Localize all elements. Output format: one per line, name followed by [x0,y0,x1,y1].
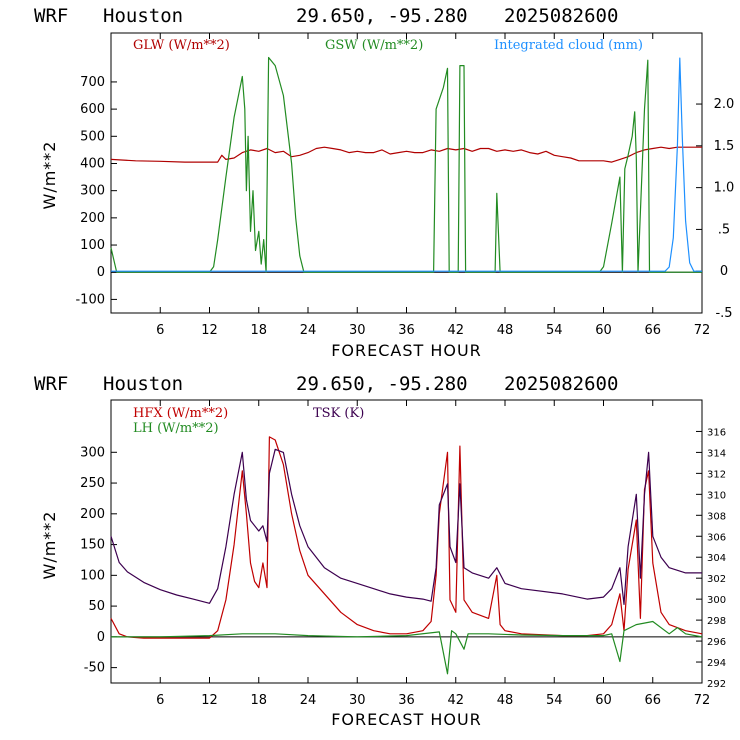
panel1-y2-tick-label: 1.5 [714,139,735,154]
panel2-y2-tick-label: 314 [707,448,726,459]
panel2-legend-entry-1: LH (W/m**2) [133,421,219,436]
panel2-y-tick-label: 250 [80,476,105,491]
panel1-x-tick-label: 72 [694,323,711,338]
panel1-x-tick-label: 30 [349,323,366,338]
panel2-y-tick-label: 200 [80,507,105,522]
panel2-x-tick-label: 54 [546,693,563,708]
panel2-y2-tick-label: 302 [707,574,726,585]
panel1-legend-entry-2: Integrated cloud (mm) [494,38,643,53]
panel1-y2-tick-label: -.5 [715,306,732,321]
panel2-x-tick-label: 6 [156,693,164,708]
panel1-series-line-0 [110,146,702,163]
panel1-y2-tick-label: .5 [718,222,730,237]
panel1-x-tick-label: 18 [250,323,267,338]
panel1-header-model: WRF [34,5,68,27]
panel1-series-line-2 [111,57,702,272]
panel2-y2-tick-label: 308 [707,511,726,522]
panel2-series-line-2 [110,448,702,606]
panel2-y2-tick-label: 294 [707,658,726,669]
panel1-y-tick-label: 500 [80,129,105,144]
panel2-y2-tick-label: 306 [707,532,726,543]
panel1-y-tick-label: 600 [80,102,105,117]
panel2-y2-tick-label: 292 [707,679,726,690]
panel2-legend-entry-2: TSK (K) [313,406,364,421]
panel2-y-tick-label: 100 [80,568,105,583]
panel2-y2-tick-label: 310 [707,490,726,501]
panel2-y-tick-label: 300 [80,445,105,460]
panel2-y-tick-label: -50 [84,661,105,676]
panel1-y-tick-label: 300 [80,184,105,199]
panel2-header-model: WRF [34,373,68,395]
panel2-y2-tick-label: 296 [707,637,726,648]
panel2-x-tick-label: 66 [644,693,661,708]
panel2-x-tick-label: 48 [497,693,514,708]
panel2-header-run: 2025082600 [504,373,618,395]
panel2-x-tick-label: 72 [694,693,711,708]
panel2-y2-tick-label: 300 [707,595,726,606]
panel2-x-tick-label: 42 [447,693,464,708]
panel2-series-line-1 [111,620,703,675]
panel1-y2-tick-label: 2.0 [714,97,735,112]
panel1-y-tick-label: 200 [80,211,105,226]
panel1-x-tick-label: 36 [398,323,415,338]
panel1-y-tick-label: 0 [97,265,105,280]
panel2-x-tick-label: 60 [595,693,612,708]
panel2-y2-tick-label: 312 [707,469,726,480]
panel2-x-tick-label: 18 [250,693,267,708]
panel1-y-axis-label: W/m**2 [40,141,59,210]
panel2-x-tick-label: 30 [349,693,366,708]
panel2-y-tick-label: 150 [80,538,105,553]
panel1-series-line-1 [110,56,702,273]
panel2-y-tick-label: 0 [97,630,105,645]
panel1-x-tick-label: 6 [156,323,164,338]
panel2-header-coords: 29.650, -95.280 [296,373,468,395]
panel2-y-tick-label: 50 [88,599,105,614]
panel2-x-tick-label: 36 [398,693,415,708]
panel2-y2-tick-label: 316 [707,427,726,438]
panel2-header-location: Houston [103,373,183,395]
panel1-x-axis-label: FORECAST HOUR [331,341,482,360]
panel1-x-tick-label: 48 [497,323,514,338]
panel1-x-tick-label: 54 [546,323,563,338]
panel2-y2-tick-label: 304 [707,553,726,564]
panel1-y-tick-label: 700 [80,75,105,90]
panel1-x-tick-label: 24 [300,323,317,338]
panel1-x-tick-label: 12 [201,323,218,338]
panel2-legend-entry-0: HFX (W/m**2) [133,406,228,421]
panel2-x-tick-label: 24 [300,693,317,708]
panel1-header-location: Houston [103,5,183,27]
panel1-y-tick-label: 400 [80,156,105,171]
panel1-y2-tick-label: 0 [720,264,728,279]
panel2-y2-tick-label: 298 [707,616,726,627]
panel1-x-tick-label: 60 [595,323,612,338]
panel2-x-axis-label: FORECAST HOUR [331,710,482,729]
panel1-y-tick-label: 100 [80,238,105,253]
panel1-legend-entry-0: GLW (W/m**2) [133,38,230,53]
panel2-x-tick-label: 12 [201,693,218,708]
panel1-y2-tick-label: 1.0 [714,181,735,196]
panel2-series-line-0 [110,436,703,639]
panel1-x-tick-label: 66 [644,323,661,338]
panel2-y-axis-label: W/m**2 [40,511,59,580]
panel1-y-tick-label: -100 [75,292,105,307]
panel1-legend-entry-1: GSW (W/m**2) [325,38,423,53]
panel1-header-coords: 29.650, -95.280 [296,5,468,27]
panel1-x-tick-label: 42 [447,323,464,338]
panel1-header-run: 2025082600 [504,5,618,27]
